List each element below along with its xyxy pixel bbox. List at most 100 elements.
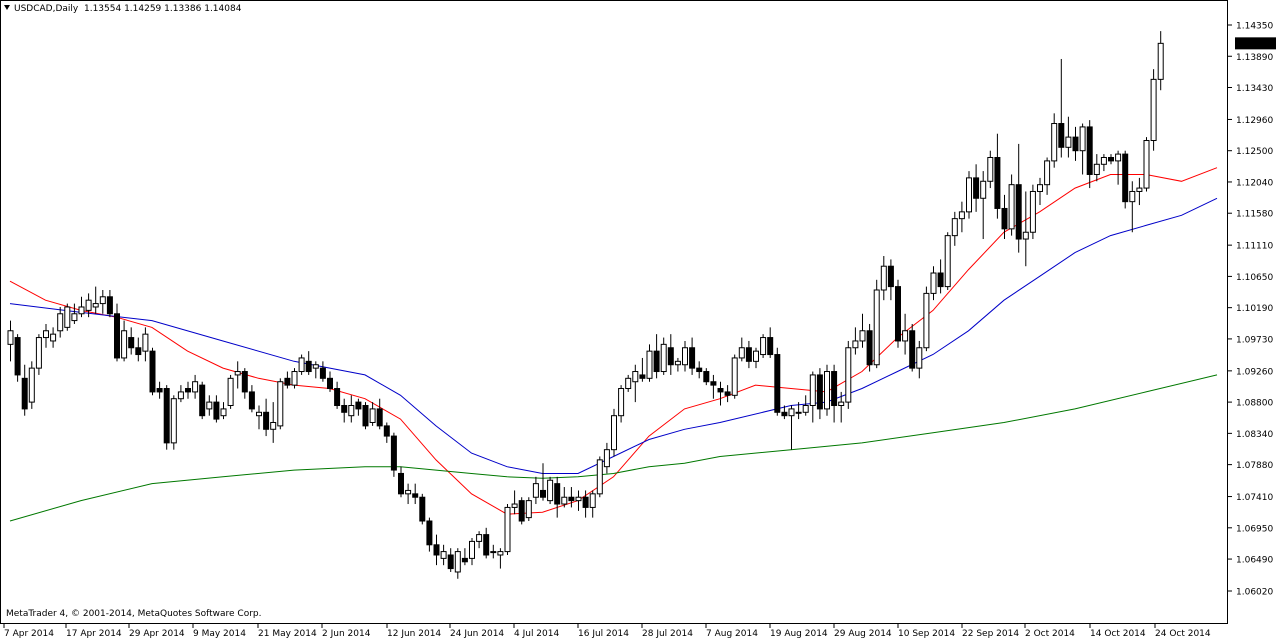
x-tick-label: 2 Oct 2014	[1025, 629, 1075, 639]
candle-body-bullish	[589, 493, 596, 508]
candle	[270, 402, 277, 443]
y-tick-label: 1.09260	[1236, 367, 1273, 377]
candle	[284, 371, 291, 389]
candle	[454, 548, 461, 579]
candle	[469, 538, 475, 566]
dropdown-triangle-icon[interactable]	[4, 5, 10, 10]
candle	[490, 544, 497, 559]
candle	[831, 364, 838, 423]
candle	[483, 527, 490, 559]
candle	[92, 286, 99, 314]
candle	[433, 534, 440, 566]
candle-body-bearish	[696, 367, 703, 373]
candle-body-bullish	[1100, 156, 1107, 165]
candle	[987, 150, 994, 189]
candle	[682, 340, 688, 372]
candle	[121, 320, 128, 362]
candle-body-bullish	[454, 551, 461, 573]
candle-body-bearish	[14, 337, 21, 376]
candle	[625, 374, 632, 392]
candle-body-bearish	[582, 496, 589, 508]
candle	[277, 378, 284, 430]
candle	[717, 381, 724, 406]
candle	[909, 323, 916, 372]
candle-body-bearish	[540, 489, 546, 498]
candle	[248, 385, 255, 413]
candle-body-bearish	[887, 265, 894, 288]
candle	[674, 357, 681, 372]
candle-body-bearish	[724, 391, 731, 396]
candle-body-bearish	[973, 177, 980, 199]
candle	[419, 493, 426, 525]
candle-body-bullish	[880, 265, 887, 291]
candle	[298, 354, 305, 375]
candle	[1051, 113, 1058, 168]
candle-body-bullish	[256, 411, 262, 417]
y-tick-label: 1.07880	[1236, 461, 1273, 471]
candle-body-bearish	[816, 374, 823, 410]
x-tick-label: 19 Aug 2014	[770, 629, 828, 639]
candle-body-bullish	[923, 292, 930, 349]
candle-body-bullish	[603, 449, 610, 468]
x-tick-label: 24 Jun 2014	[450, 629, 504, 639]
candle	[1115, 150, 1122, 185]
candle	[923, 286, 930, 352]
candle-body-bullish	[170, 398, 177, 444]
candle	[816, 368, 823, 420]
candle	[1008, 174, 1015, 236]
candle-body-bullish	[57, 313, 64, 332]
candle	[213, 395, 220, 423]
candle	[497, 548, 504, 569]
candle	[355, 398, 362, 416]
candle	[78, 296, 85, 318]
candle-body-bearish	[937, 272, 944, 288]
candle	[1086, 120, 1093, 189]
x-tick-label: 7 Apr 2014	[4, 629, 54, 639]
candle	[618, 385, 625, 423]
candle	[809, 371, 816, 423]
candle-body-bullish	[845, 347, 852, 403]
candle-body-bearish	[1108, 156, 1114, 162]
candle	[7, 320, 14, 362]
candle	[1037, 177, 1043, 206]
candle	[994, 133, 1001, 219]
y-tick-label: 1.12960	[1236, 116, 1273, 126]
y-tick-label: 1.10650	[1236, 273, 1273, 283]
candle	[958, 201, 965, 233]
candle	[57, 306, 64, 338]
x-tick-label: 28 Jul 2014	[642, 629, 693, 639]
candle	[241, 368, 248, 399]
candle	[43, 323, 49, 348]
candle	[1122, 150, 1129, 209]
candle-body-bearish	[376, 408, 383, 427]
candle-body-bearish	[284, 377, 291, 386]
candle-body-bullish	[1065, 136, 1072, 148]
candle	[788, 405, 795, 450]
candle	[774, 347, 781, 416]
y-tick-label: 1.07410	[1236, 493, 1273, 503]
candle-body-bearish	[114, 313, 120, 359]
moving-average-line-3	[9, 374, 1218, 522]
candle-body-bearish	[667, 347, 674, 366]
candle	[916, 340, 923, 379]
candle	[937, 259, 944, 294]
candle	[703, 368, 710, 386]
candle-body-bullish	[760, 337, 767, 356]
candle	[561, 487, 568, 508]
candle-body-bullish	[43, 330, 49, 339]
candle-body-bearish	[163, 388, 170, 444]
candle-body-bearish	[831, 371, 838, 407]
candle	[348, 395, 355, 423]
candle-body-bullish	[142, 333, 149, 352]
candle	[689, 337, 696, 375]
candle	[866, 323, 873, 372]
candle-body-bullish	[220, 408, 227, 417]
candle	[149, 347, 156, 396]
candle-body-bullish	[270, 421, 277, 430]
candle-body-bearish	[568, 496, 575, 502]
candle-body-bullish	[987, 156, 994, 182]
candle	[114, 303, 120, 362]
candle-body-bearish	[1058, 123, 1065, 148]
